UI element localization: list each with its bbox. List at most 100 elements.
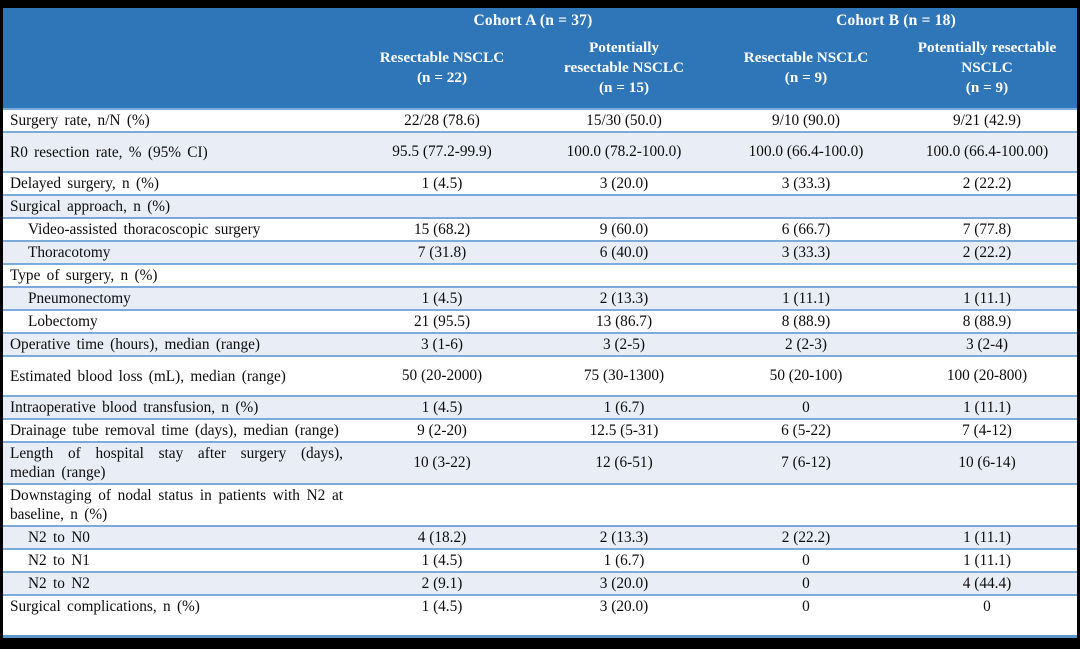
cell-value: 100.0 (78.2-100.0) xyxy=(566,143,682,160)
column-header-1: Potentially resectable NSCLC (n = 15) xyxy=(533,34,715,108)
cell-value: 13 (86.7) xyxy=(595,312,653,330)
cell-value: 9 (2-20) xyxy=(417,421,467,439)
cell-value: 1 (4.5) xyxy=(421,398,463,416)
table-row: Thoracotomy 7 (31.8) 6 (40.0) 3 (33.3) 2 (22… xyxy=(3,240,1077,263)
column-header-0: Resectable NSCLC (n = 22) xyxy=(351,34,533,108)
cell-value: 8 (88.9) xyxy=(781,312,831,330)
cell-value: 21 (95.5) xyxy=(413,312,471,330)
table-row: Intraoperative blood transfusion, n (%) 1… xyxy=(3,395,1077,418)
cell-value: 1 (11.1) xyxy=(963,551,1011,569)
row-label: Type of surgery, n (%) xyxy=(10,267,158,284)
table-row: Pneumonectomy 1 (4.5) 2 (13.3) 1 (11.1) 1 (1… xyxy=(3,286,1077,309)
cell-value: 1 (4.5) xyxy=(421,551,463,569)
row-label: Delayed surgery, n (%) xyxy=(10,175,159,192)
column-header-line: resectable NSCLC xyxy=(564,58,684,76)
cell-value: 0 xyxy=(802,574,810,592)
cell-value: 9 (60.0) xyxy=(599,220,649,238)
table-header: Cohort A (n = 37) Cohort B (n = 18) Rese… xyxy=(3,8,1077,108)
row-label-column-spacer xyxy=(3,34,351,108)
cell-value: 0 xyxy=(983,597,991,615)
column-header-line: Resectable NSCLC xyxy=(743,48,869,66)
row-label: Operative time (hours), median (range) xyxy=(10,336,260,353)
table-row: Delayed surgery, n (%) 1 (4.5) 3 (20.0) 3 (… xyxy=(3,171,1077,194)
cell-value: 7 (31.8) xyxy=(417,243,467,261)
row-label: Surgical approach, n (%) xyxy=(10,198,171,215)
cell-value: 2 (13.3) xyxy=(599,289,649,307)
cell-value: 3 (20.0) xyxy=(599,597,649,615)
row-label: Surgical complications, n (%) xyxy=(10,598,200,615)
cell-value: 100.0 (66.4-100.0) xyxy=(748,143,864,160)
row-label: Estimated blood loss (mL), median (range… xyxy=(10,367,286,385)
cell-value: 1 (4.5) xyxy=(421,597,463,615)
cell-value: 7 (4-12) xyxy=(962,421,1012,439)
cell-value: 2 (22.2) xyxy=(962,174,1012,192)
table-row: Surgical complications, n (%) 1 (4.5) 3 (2… xyxy=(3,594,1077,617)
cell-value: 100 (20-800) xyxy=(946,367,1028,384)
table-row: N2 to N2 2 (9.1) 3 (20.0) 0 4 (44.4) xyxy=(3,571,1077,594)
row-label: Pneumonectomy xyxy=(28,290,131,307)
table-row: Lobectomy 21 (95.5) 13 (86.7) 8 (88.9) 8 (88… xyxy=(3,309,1077,332)
row-label: Thoracotomy xyxy=(28,244,111,261)
table-row: Drainage tube removal time (days), media… xyxy=(3,418,1077,441)
table-row: Estimated blood loss (mL), median (range… xyxy=(3,355,1077,395)
cell-value: 3 (20.0) xyxy=(599,174,649,192)
cell-value: 6 (66.7) xyxy=(781,220,831,238)
cell-value: 2 (22.2) xyxy=(962,243,1012,261)
cell-value: 2 (13.3) xyxy=(599,528,649,546)
cell-value: 3 (20.0) xyxy=(599,574,649,592)
cell-value: 1 (11.1) xyxy=(963,289,1011,307)
cell-value: 75 (30-1300) xyxy=(583,367,665,384)
cell-value: 9/21 (42.9) xyxy=(953,111,1021,129)
cell-value: 6 (5-22) xyxy=(781,421,831,439)
row-label: N2 to N2 xyxy=(28,575,90,592)
column-header-2: Resectable NSCLC (n = 9) xyxy=(715,34,897,108)
cell-value: 7 (77.8) xyxy=(962,220,1012,238)
cell-value: 95.5 (77.2-99.9) xyxy=(392,143,492,160)
column-header-row: Resectable NSCLC (n = 22) Potentially resec… xyxy=(3,34,1077,108)
cell-value: 3 (2-5) xyxy=(602,335,646,353)
row-label: Video-assisted thoracoscopic surgery xyxy=(28,221,261,238)
cell-value: 15/30 (50.0) xyxy=(586,111,662,129)
cell-value: 3 (1-6) xyxy=(420,335,464,353)
table-row: Surgery rate, n/N (%) 22/28 (78.6) 15/30 (… xyxy=(3,108,1077,131)
cell-value: 22/28 (78.6) xyxy=(404,111,480,129)
cell-value: 10 (6-14) xyxy=(958,454,1016,471)
row-label: Downstaging of nodal status in patients … xyxy=(10,487,343,523)
table-row: Length of hospital stay after surgery (d… xyxy=(3,441,1077,483)
cell-value: 1 (4.5) xyxy=(421,289,463,307)
table-row: Downstaging of nodal status in patients … xyxy=(3,483,1077,525)
cell-value: 3 (2-4) xyxy=(965,335,1009,353)
cell-value: 1 (11.1) xyxy=(782,289,830,307)
table-body: Surgery rate, n/N (%) 22/28 (78.6) 15/30 (… xyxy=(3,108,1077,617)
row-label: R0 resection rate, % (95% CI) xyxy=(10,143,208,161)
cohort-b-header: Cohort B (n = 18) xyxy=(836,12,956,29)
column-header-line: (n = 9) xyxy=(965,79,1009,97)
row-label: Length of hospital stay after surgery (d… xyxy=(10,445,343,481)
column-header-line: Potentially xyxy=(588,38,660,56)
column-header-line: NSCLC xyxy=(961,58,1013,76)
cell-value: 3 (33.3) xyxy=(781,174,831,192)
cell-value: 4 (44.4) xyxy=(962,574,1012,592)
cell-value: 7 (6-12) xyxy=(781,454,831,471)
cell-value: 8 (88.9) xyxy=(962,312,1012,330)
table-row: N2 to N0 4 (18.2) 2 (13.3) 2 (22.2) 1 (11.1) xyxy=(3,525,1077,548)
row-label: Intraoperative blood transfusion, n (%) xyxy=(10,399,259,416)
cell-value: 50 (20-2000) xyxy=(401,367,483,384)
cell-value: 0 xyxy=(802,551,810,569)
cell-value: 2 (9.1) xyxy=(421,574,463,592)
column-header-line: (n = 15) xyxy=(599,79,649,97)
cell-value: 6 (40.0) xyxy=(599,243,649,261)
column-header-line: (n = 9) xyxy=(784,69,828,86)
column-header-line: Resectable NSCLC xyxy=(379,48,505,66)
cell-value: 100.0 (66.4-100.00) xyxy=(925,143,1049,160)
cell-value: 9/10 (90.0) xyxy=(772,111,840,129)
column-header-3: Potentially resectable NSCLC (n = 9) xyxy=(897,34,1077,108)
table-row: R0 resection rate, % (95% CI) 95.5 (77.2-… xyxy=(3,131,1077,171)
table-row: Surgical approach, n (%) xyxy=(3,194,1077,217)
column-header-line: Potentially resectable xyxy=(917,38,1057,56)
cell-value: 2 (22.2) xyxy=(781,528,831,546)
cell-value: 1 (11.1) xyxy=(963,398,1011,416)
cell-value: 0 xyxy=(802,597,810,615)
row-label: N2 to N0 xyxy=(28,529,90,546)
